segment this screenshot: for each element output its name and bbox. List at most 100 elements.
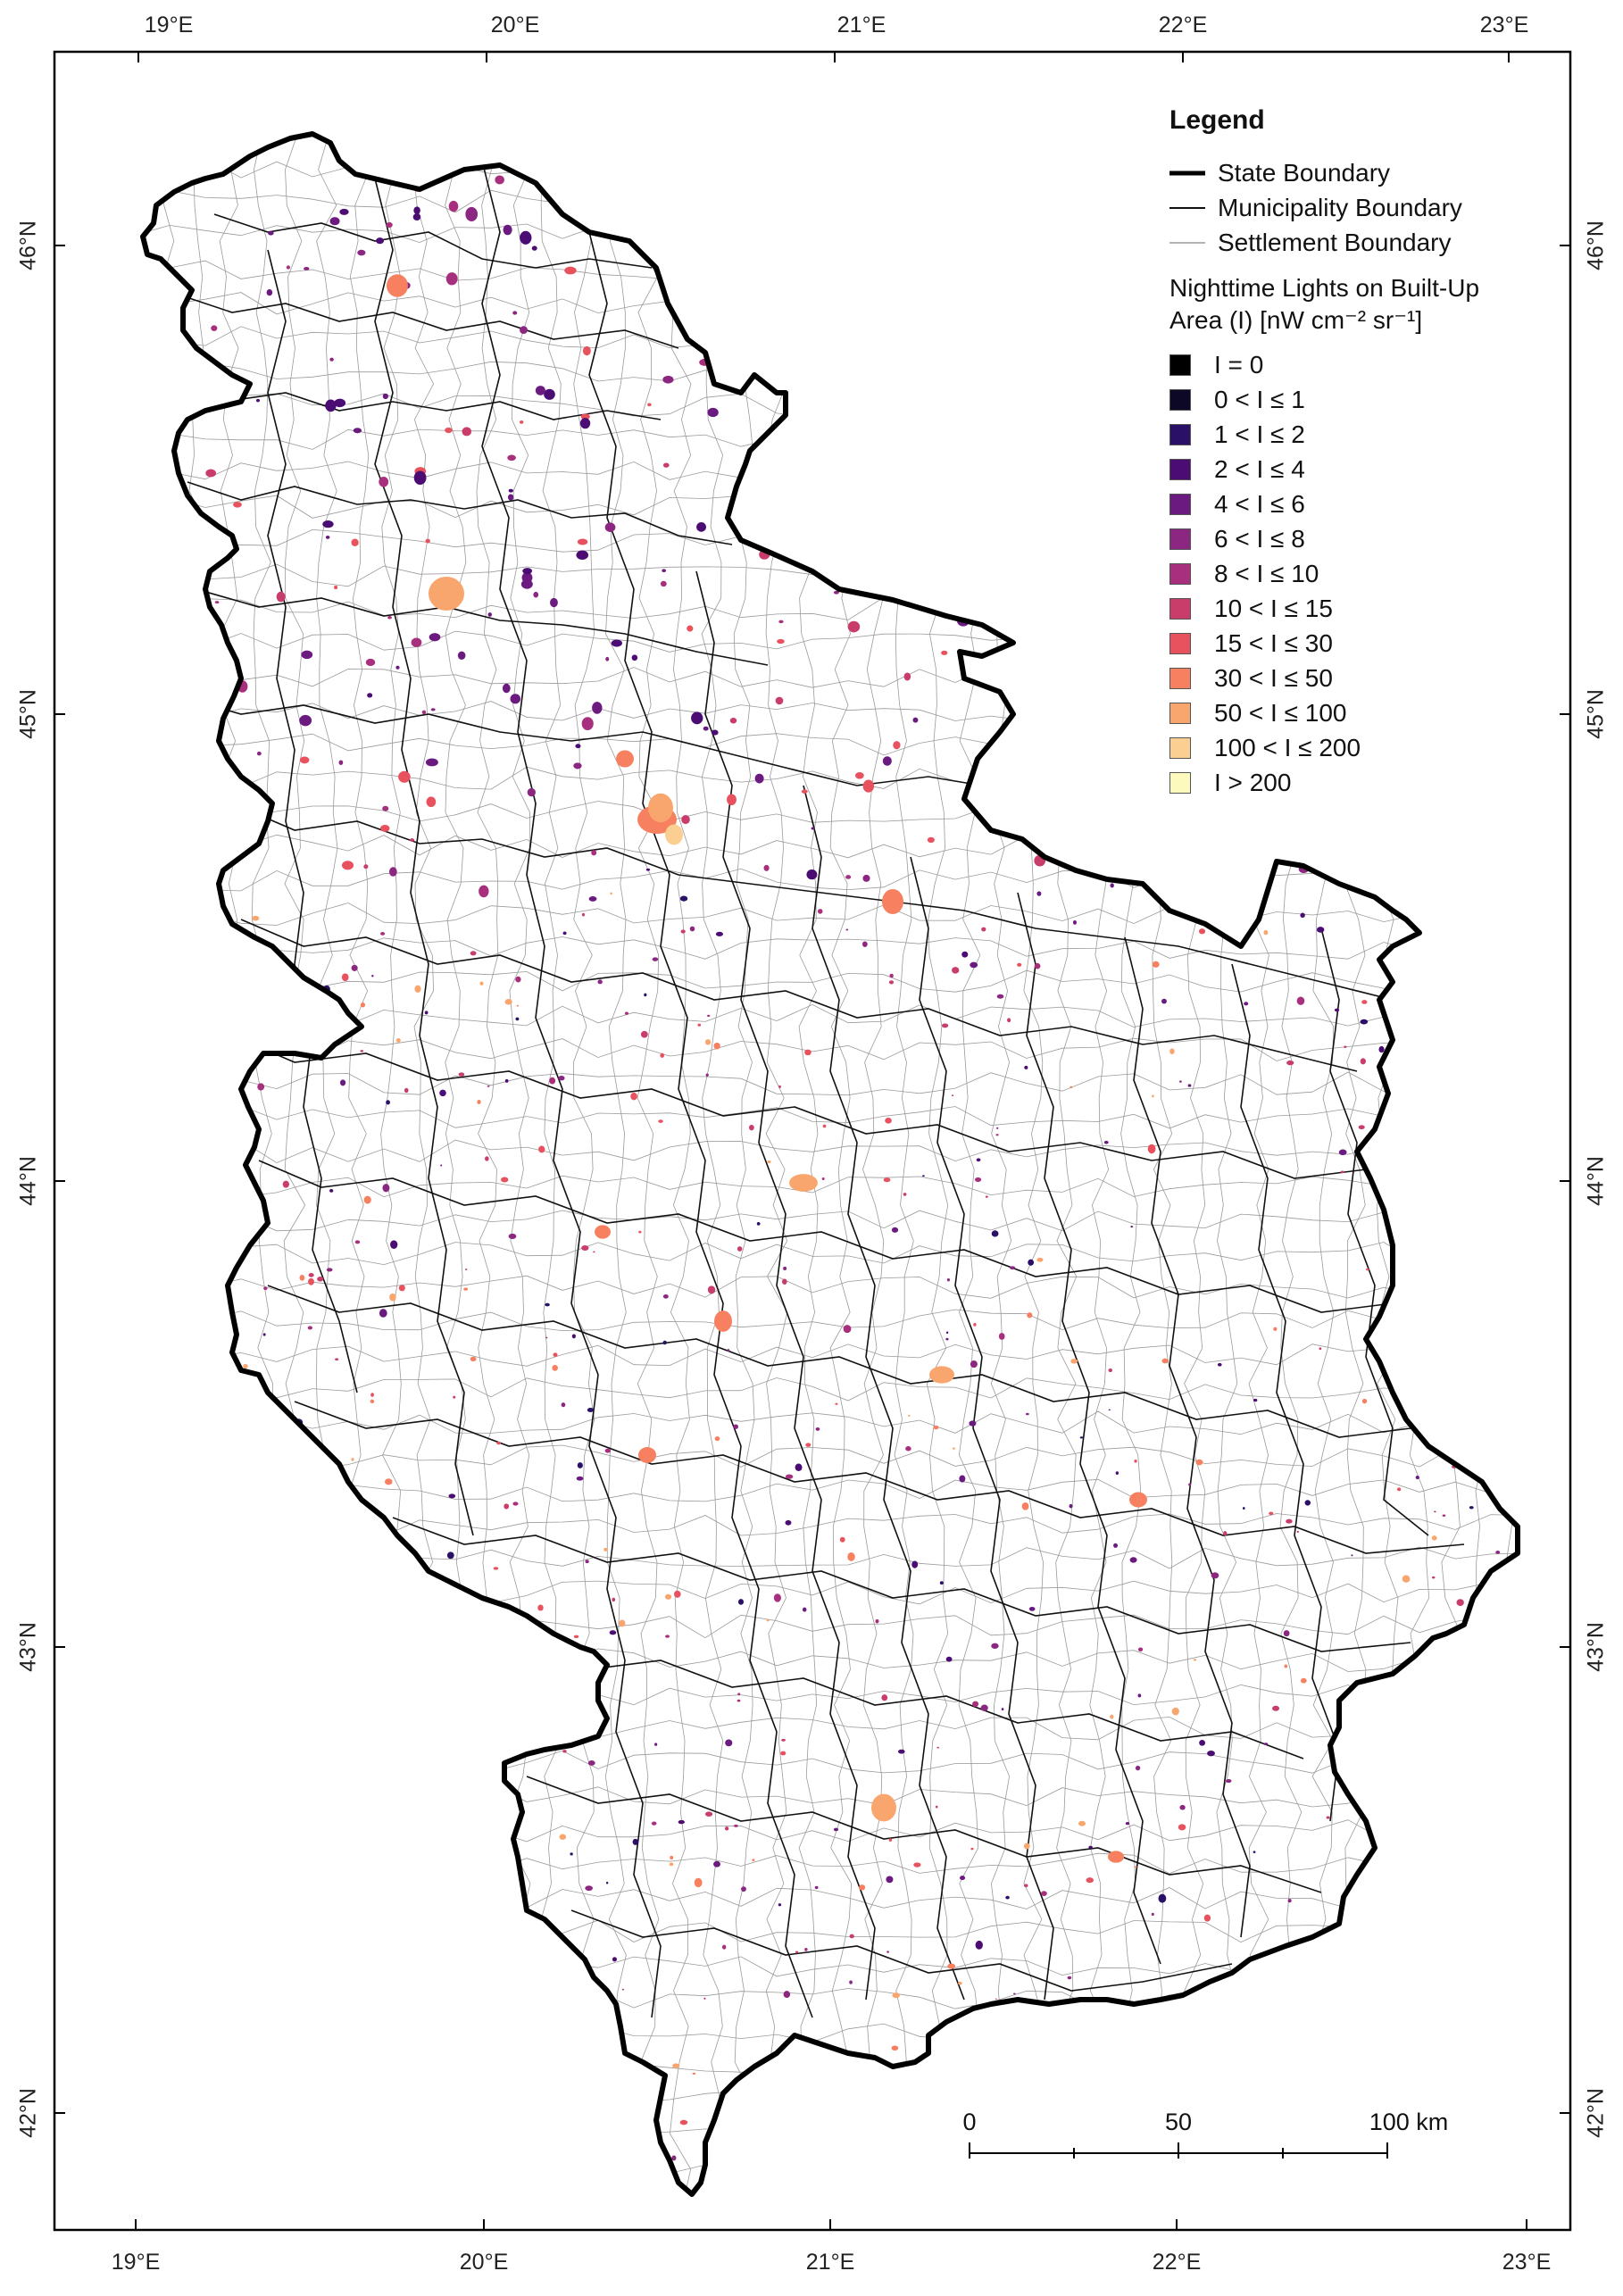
built-up-light — [341, 1873, 345, 1876]
built-up-light — [1134, 540, 1142, 549]
settlement-boundary-line — [143, 1478, 1518, 1502]
built-up-light — [311, 1606, 315, 1610]
settlement-boundary-line — [444, 134, 467, 2194]
built-up-light — [638, 1447, 656, 1463]
built-up-light — [1092, 2126, 1095, 2129]
legend-item-state-boundary: State Boundary — [1169, 155, 1580, 190]
settlement-boundary-line — [143, 1988, 1518, 2011]
settlement-boundary-line — [143, 1105, 1518, 1129]
built-up-light — [496, 1442, 501, 1445]
built-up-light — [653, 2155, 658, 2159]
built-up-light — [387, 274, 408, 297]
built-up-light — [859, 1884, 866, 1891]
built-up-light — [1082, 803, 1091, 812]
built-up-light — [912, 717, 919, 723]
built-up-light — [887, 161, 895, 168]
built-up-light — [357, 249, 366, 256]
built-up-light — [881, 1694, 888, 1701]
scale-bar — [969, 2142, 1388, 2159]
built-up-light — [892, 1992, 900, 1999]
built-up-light — [862, 941, 868, 947]
built-up-light — [678, 1819, 685, 1825]
built-up-light — [1002, 2020, 1008, 2025]
built-up-light — [143, 1432, 147, 1438]
built-up-light — [166, 603, 177, 614]
built-up-light — [982, 807, 991, 814]
built-up-light — [351, 964, 358, 971]
built-up-light — [154, 461, 159, 465]
legend-label: State Boundary — [1218, 158, 1391, 187]
built-up-light — [365, 658, 376, 667]
built-up-light — [974, 2042, 980, 2046]
settlement-boundary-line — [143, 2022, 1518, 2045]
built-up-light — [242, 1735, 250, 1743]
built-up-light — [508, 1233, 517, 1239]
built-up-light — [891, 1227, 899, 1233]
built-up-light — [775, 696, 784, 705]
settlement-boundary-line — [143, 134, 145, 2194]
built-up-light — [1188, 1483, 1192, 1486]
built-up-light — [186, 1458, 192, 1465]
built-up-light — [1417, 1369, 1423, 1375]
built-up-light — [782, 1278, 787, 1285]
built-up-light — [143, 1845, 147, 1850]
built-up-light — [612, 1597, 616, 1602]
built-up-light — [470, 1750, 476, 1753]
built-up-light — [507, 454, 516, 462]
built-up-light — [991, 1230, 999, 1237]
built-up-light — [952, 2178, 959, 2184]
scale-label-100km: 100 km — [1369, 2109, 1449, 2135]
built-up-light — [257, 1083, 265, 1091]
built-up-light — [1442, 1514, 1446, 1517]
settlement-boundary-line — [798, 134, 820, 2194]
built-up-light — [592, 702, 603, 714]
built-up-light — [448, 200, 459, 212]
built-up-light — [395, 1038, 401, 1043]
built-up-light — [147, 711, 154, 716]
built-up-light — [725, 1739, 733, 1747]
built-up-light — [398, 770, 411, 783]
built-up-light — [697, 1023, 702, 1027]
built-up-light — [976, 1158, 981, 1162]
built-up-light — [907, 1414, 911, 1417]
built-up-light — [308, 1277, 314, 1285]
built-up-light — [922, 1175, 925, 1177]
settlement-boundary-line — [143, 1818, 1518, 1843]
built-up-light — [507, 494, 514, 501]
built-up-light — [1378, 1045, 1385, 1053]
built-up-light — [835, 1402, 838, 1405]
built-up-light — [688, 201, 693, 205]
built-up-light — [1466, 845, 1470, 850]
built-up-light — [354, 2070, 361, 2076]
built-up-light — [1046, 2053, 1053, 2058]
built-up-light — [665, 1635, 670, 1638]
built-up-light — [1452, 1857, 1457, 1862]
built-up-light — [1451, 1429, 1460, 1439]
built-up-light — [1416, 1335, 1425, 1343]
built-up-light — [252, 915, 260, 921]
built-up-light — [339, 1079, 346, 1086]
built-up-light — [388, 867, 397, 877]
built-up-light — [1386, 1196, 1389, 1201]
built-up-light — [692, 2072, 696, 2076]
tick-left-46n: 46°N — [15, 220, 41, 270]
built-up-light — [689, 926, 695, 932]
built-up-light — [1269, 1511, 1274, 1516]
built-up-light — [233, 502, 242, 508]
built-up-light — [1434, 1510, 1436, 1513]
built-up-light — [550, 597, 558, 608]
built-up-light — [1483, 2043, 1491, 2049]
tick-right-43n: 43°N — [1583, 1622, 1609, 1672]
settlement-boundary-line — [143, 1716, 1518, 1741]
built-up-light — [299, 756, 310, 764]
built-up-light — [1263, 929, 1269, 936]
legend-class-item: 10 < I ≤ 15 — [1169, 591, 1580, 626]
built-up-light — [1363, 1698, 1370, 1705]
built-up-light — [499, 1681, 505, 1687]
built-up-light — [974, 1177, 982, 1183]
settlement-boundary-line — [958, 134, 981, 2194]
built-up-light — [254, 2154, 257, 2157]
built-up-light — [1388, 1849, 1394, 1855]
built-up-light — [1394, 1958, 1401, 1964]
legend-class-swatch — [1169, 354, 1191, 376]
